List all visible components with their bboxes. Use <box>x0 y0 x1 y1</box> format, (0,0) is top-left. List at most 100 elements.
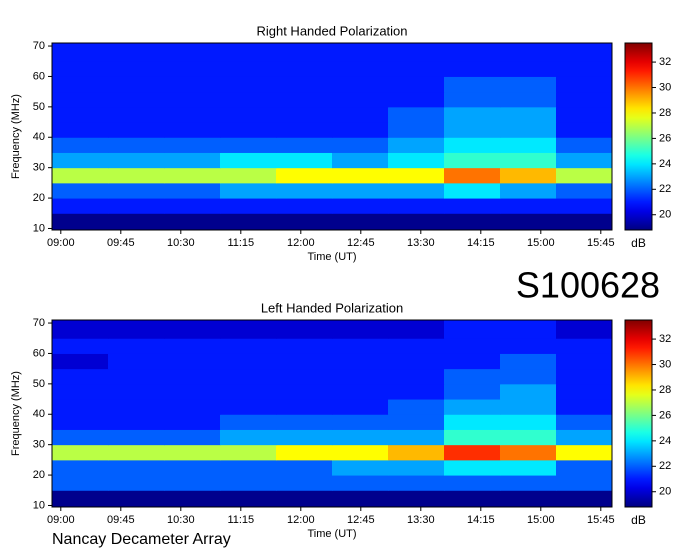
colorbar-tick-label: 30 <box>659 358 671 370</box>
heat-cell <box>556 320 613 339</box>
heat-cell <box>220 167 277 184</box>
heat-cell <box>500 444 557 461</box>
heat-cell <box>388 91 445 108</box>
heat-cell <box>164 167 221 184</box>
heat-cell <box>444 444 501 461</box>
heat-cell <box>108 137 165 153</box>
x-tick-label: 12:45 <box>347 514 375 526</box>
heat-cell <box>52 399 109 415</box>
y-tick-label: 70 <box>33 317 45 329</box>
heat-cell <box>388 475 445 491</box>
heat-cell <box>220 475 277 491</box>
heat-cell <box>108 475 165 491</box>
heat-cell <box>164 414 221 430</box>
heat-cell <box>164 429 221 446</box>
heat-cell <box>276 213 333 231</box>
heat-cell <box>164 76 221 93</box>
heat-cell <box>332 383 389 400</box>
chart-title: Left Handed Polarization <box>261 300 403 315</box>
heat-cell <box>52 475 109 491</box>
heat-cell <box>388 167 445 184</box>
heat-cell <box>444 137 501 153</box>
x-tick-label: 09:45 <box>107 237 135 249</box>
heat-cell <box>276 61 333 77</box>
heat-cell <box>444 399 501 415</box>
heat-cell <box>332 182 389 199</box>
heat-cell <box>108 383 165 400</box>
heat-cell <box>220 414 277 430</box>
heat-cell <box>500 429 557 446</box>
y-tick-label: 50 <box>33 101 45 113</box>
heat-cell <box>52 338 109 354</box>
heat-cell <box>444 368 501 385</box>
heat-cell <box>388 414 445 430</box>
heat-cell <box>332 338 389 354</box>
heat-cell <box>332 444 389 461</box>
heat-cell <box>444 106 501 123</box>
heat-cell <box>556 213 613 231</box>
heat-cell <box>220 137 277 153</box>
heat-cell <box>108 152 165 169</box>
heat-cell <box>276 368 333 385</box>
heat-cell <box>388 43 445 62</box>
heat-cell <box>556 414 613 430</box>
heat-cell <box>500 61 557 77</box>
heat-cell <box>444 76 501 93</box>
heat-cell <box>220 91 277 108</box>
heat-cell <box>388 122 445 138</box>
heat-cell <box>444 182 501 199</box>
heat-cell <box>276 76 333 93</box>
heat-cell <box>388 213 445 231</box>
heat-cell <box>276 338 333 354</box>
heat-cell <box>164 338 221 354</box>
x-tick-label: 09:00 <box>47 237 75 249</box>
heat-cell <box>332 399 389 415</box>
heat-cell <box>52 122 109 138</box>
heat-cell <box>164 399 221 415</box>
heat-cell <box>388 429 445 446</box>
heat-cell <box>108 43 165 62</box>
heat-cell <box>388 198 445 214</box>
heat-cell <box>556 490 613 508</box>
colorbar-tick-label: 26 <box>659 409 671 421</box>
heat-cell <box>164 444 221 461</box>
heat-cell <box>220 198 277 214</box>
heat-cell <box>52 459 109 476</box>
chart-title: Right Handed Polarization <box>256 23 407 38</box>
heat-cell <box>276 122 333 138</box>
heat-cell <box>444 414 501 430</box>
y-tick-label: 60 <box>33 347 45 359</box>
colorbar-tick-label: 28 <box>659 107 671 119</box>
heat-cell <box>164 320 221 339</box>
y-tick-label: 30 <box>33 162 45 174</box>
heat-cell <box>556 383 613 400</box>
heat-cell <box>164 353 221 370</box>
heat-cell <box>388 76 445 93</box>
y-tick-label: 20 <box>33 192 45 204</box>
footer: Nancay Decameter Array <box>52 531 231 548</box>
x-tick-label: 14:15 <box>467 514 495 526</box>
heat-cell <box>388 353 445 370</box>
plot-frame <box>51 319 613 508</box>
heat-cell <box>108 353 165 370</box>
heat-cell <box>276 137 333 153</box>
heat-cell <box>220 429 277 446</box>
heat-cell <box>500 213 557 231</box>
heat-cell <box>52 353 109 370</box>
x-tick-label: 15:00 <box>527 237 555 249</box>
x-tick-label: 15:45 <box>587 237 615 249</box>
x-tick-label: 11:15 <box>227 514 254 526</box>
y-tick-label: 60 <box>33 70 45 82</box>
heat-cell <box>500 91 557 108</box>
colorbar-tick-label: 30 <box>659 81 671 93</box>
heat-cell <box>388 152 445 169</box>
heat-cell <box>220 338 277 354</box>
heat-cell <box>52 182 109 199</box>
colorbar-tick-label: 28 <box>659 384 671 396</box>
heat-cell <box>444 152 501 169</box>
colorbar-tick-label: 24 <box>659 158 671 170</box>
heat-cell <box>500 459 557 476</box>
heat-cell <box>52 368 109 385</box>
heat-cell <box>556 429 613 446</box>
